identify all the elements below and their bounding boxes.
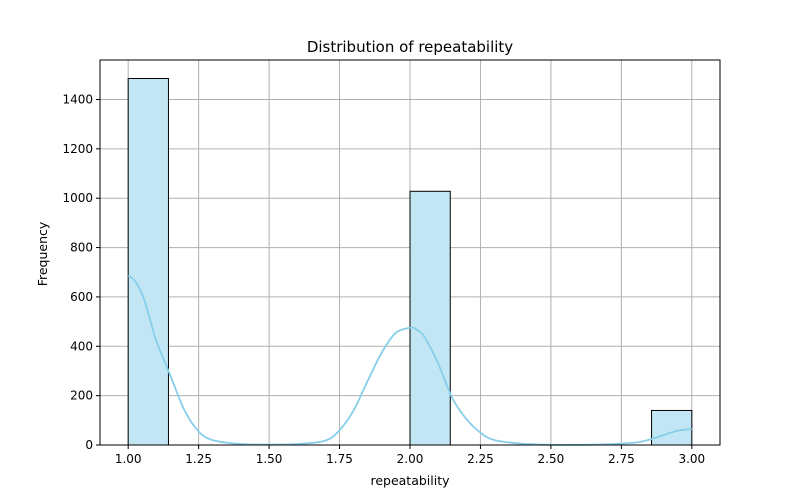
x-tick-label: 3.00 bbox=[678, 452, 705, 466]
y-tick-label: 200 bbox=[70, 389, 93, 403]
y-tick-label: 0 bbox=[85, 438, 93, 452]
y-tick-label: 400 bbox=[70, 339, 93, 353]
x-tick-label: 1.50 bbox=[256, 452, 283, 466]
y-axis-ticks: 0 200 400 600 800 1000 1200 1400 bbox=[62, 92, 100, 452]
x-tick-label: 1.75 bbox=[326, 452, 353, 466]
x-tick-label: 2.75 bbox=[608, 452, 635, 466]
y-tick-label: 1000 bbox=[62, 191, 93, 205]
x-tick-label: 2.50 bbox=[538, 452, 565, 466]
histogram-bars bbox=[127, 78, 693, 446]
histogram-bar bbox=[127, 78, 169, 446]
y-tick-label: 600 bbox=[70, 290, 93, 304]
x-axis-label: repeatability bbox=[370, 473, 450, 488]
y-tick-label: 1400 bbox=[62, 92, 93, 106]
chart-title: Distribution of repeatability bbox=[307, 38, 513, 56]
y-axis-label: Frequency bbox=[35, 221, 50, 286]
y-tick-label: 800 bbox=[70, 241, 93, 255]
histogram-bar bbox=[651, 409, 693, 446]
x-tick-label: 1.00 bbox=[115, 452, 142, 466]
histogram-bar bbox=[409, 190, 451, 446]
x-tick-label: 2.25 bbox=[467, 452, 494, 466]
y-tick-label: 1200 bbox=[62, 142, 93, 156]
x-axis-ticks: 1.00 1.25 1.50 1.75 2.00 2.25 2.50 2.75 3.00 bbox=[115, 445, 705, 466]
x-tick-label: 1.25 bbox=[185, 452, 212, 466]
x-tick-label: 2.00 bbox=[397, 452, 424, 466]
